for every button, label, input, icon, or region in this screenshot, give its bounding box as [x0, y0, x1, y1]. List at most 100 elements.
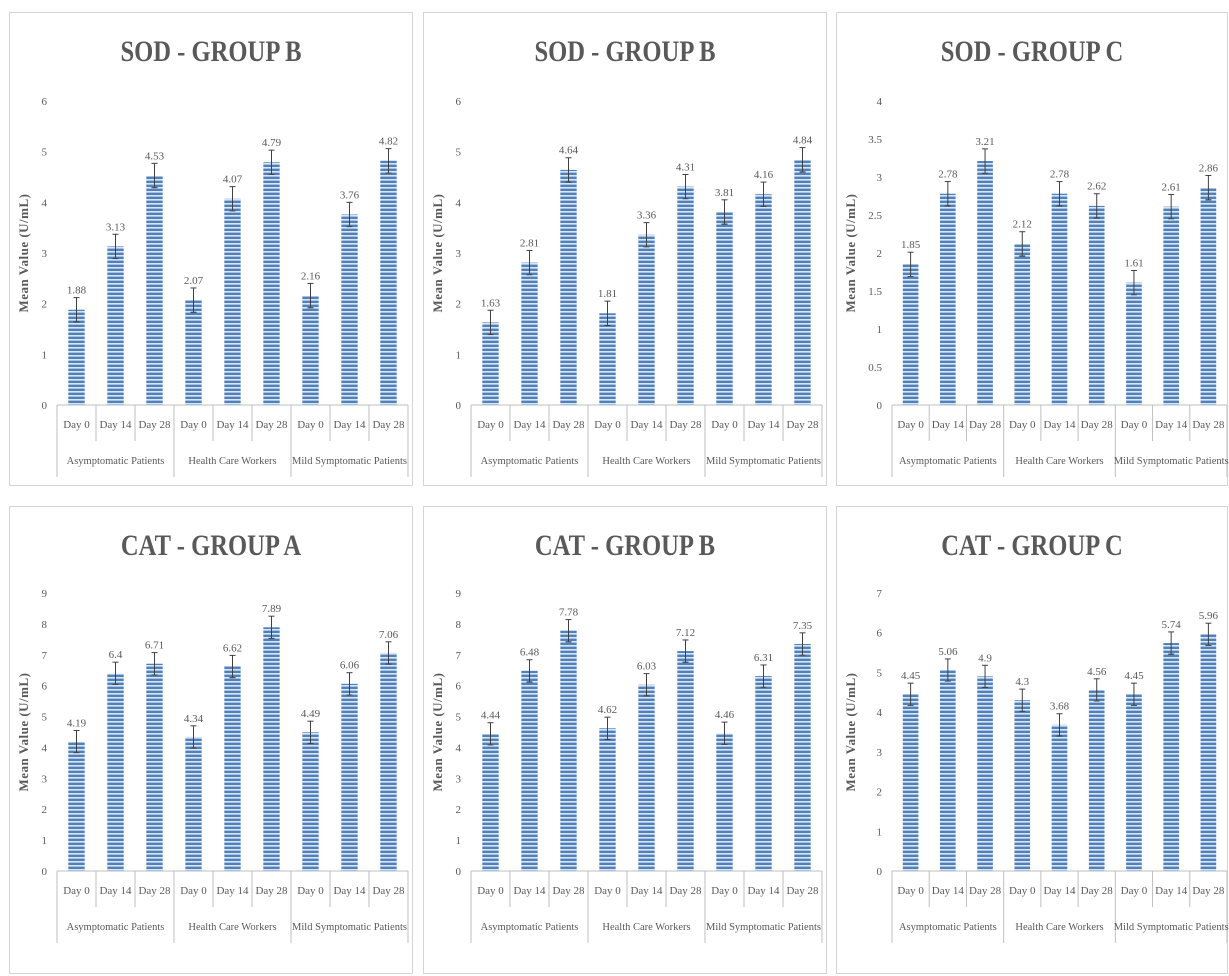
- x-tick-label: Day 0: [1009, 885, 1036, 897]
- bar: [716, 211, 733, 405]
- bar: [341, 683, 358, 871]
- group-label: Health Care Workers: [188, 922, 276, 933]
- x-tick-label: Day 14: [333, 885, 366, 897]
- data-label: 4.56: [1087, 666, 1107, 678]
- data-label: 4.45: [1124, 670, 1144, 682]
- x-tick-label: Day 28: [1081, 885, 1114, 897]
- data-label: 3.68: [1050, 701, 1070, 713]
- y-tick-label: 0: [877, 866, 883, 878]
- x-tick-label: Day 14: [216, 885, 249, 897]
- data-label: 5.06: [938, 646, 958, 658]
- y-tick-label: 9: [42, 588, 48, 600]
- y-tick-label: 5: [877, 667, 883, 679]
- data-label: 3.76: [340, 189, 360, 201]
- data-label: 6.03: [637, 661, 657, 673]
- chart-panel-sod-group-b-2: 0 1 2 3 4 5 6 1.63 Day 0 2.81 Day 14 4.64 Day 28 1.81…: [423, 12, 827, 486]
- y-tick-label: 0: [42, 866, 48, 878]
- x-tick-label: Day 28: [552, 419, 585, 431]
- data-label: 4.19: [67, 717, 87, 729]
- data-label: 4.49: [301, 708, 321, 720]
- data-label: 4.82: [379, 136, 398, 148]
- data-label: 4.3: [1015, 676, 1029, 688]
- group-label: Mild Symptomatic Patients: [292, 456, 407, 467]
- data-label: 2.07: [184, 275, 204, 287]
- x-tick-label: Day 0: [477, 419, 504, 431]
- bar: [68, 309, 85, 405]
- bar: [302, 732, 319, 871]
- x-tick-label: Day 28: [969, 419, 1002, 431]
- data-label: 2.78: [1050, 169, 1070, 181]
- x-tick-label: Day 28: [669, 885, 702, 897]
- y-tick-label: 3: [42, 248, 48, 260]
- y-tick-label: 1: [456, 349, 462, 361]
- chart-title: CAT - GROUP C: [941, 529, 1123, 562]
- x-tick-label: Day 0: [1121, 419, 1148, 431]
- bar: [560, 169, 577, 405]
- data-label: 2.61: [1162, 181, 1181, 193]
- y-tick-label: 8: [42, 619, 48, 631]
- chart-title: CAT - GROUP A: [120, 529, 302, 562]
- bar: [940, 193, 956, 405]
- x-tick-label: Day 14: [747, 885, 780, 897]
- x-tick-label: Day 28: [786, 885, 819, 897]
- bar: [1126, 282, 1142, 405]
- chart-title: SOD - GROUP B: [534, 35, 716, 68]
- data-label: 6.48: [520, 647, 540, 659]
- bar: [521, 670, 538, 871]
- y-tick-label: 3: [42, 773, 48, 785]
- bar: [1014, 243, 1031, 405]
- y-tick-label: 0: [877, 400, 883, 412]
- x-tick-label: Day 0: [897, 885, 924, 897]
- x-tick-label: Day 14: [99, 885, 132, 897]
- chart-panel-sod-group-c: 0 0.5 1 1.5 2 2.5 3 3.5 4 1.85 Day 0 2.78 Day 14 3.21…: [836, 12, 1229, 486]
- bar: [302, 295, 319, 405]
- group-label: Mild Symptomatic Patients: [1114, 456, 1229, 467]
- bar: [1088, 205, 1105, 405]
- y-axis-title: Mean Value (U/mL): [430, 672, 445, 792]
- group-label: Asymptomatic Patients: [67, 456, 165, 467]
- chart-svg: 0 1 2 3 4 5 6 1.88 Day 0 3.13 Day 14 4.53 Day 28 2.07…: [42, 96, 409, 477]
- chart-title: CAT - GROUP B: [534, 529, 716, 562]
- data-label: 4.07: [223, 174, 243, 186]
- bar: [599, 728, 616, 871]
- data-label: 6.71: [145, 640, 164, 652]
- data-label: 6.31: [754, 652, 773, 664]
- chart-svg: 0 1 2 3 4 5 6 7 8 9 4.19 Day 0 6.4 Day 14 6.71 Day 28 4.…: [42, 588, 409, 943]
- y-tick-label: 1.5: [868, 286, 882, 298]
- y-tick-label: 6: [456, 96, 462, 108]
- x-tick-label: Day 14: [513, 885, 546, 897]
- bar: [902, 694, 919, 871]
- x-tick-label: Day 28: [552, 885, 585, 897]
- y-tick-label: 6: [877, 628, 883, 640]
- bar: [263, 627, 280, 871]
- bar: [107, 246, 124, 405]
- chart-panel-cat-group-a: 0 1 2 3 4 5 6 7 8 9 4.19 Day 0 6.4 Day 14 6.71 Day 28 4.…: [9, 506, 413, 974]
- y-tick-label: 1: [877, 324, 883, 336]
- x-tick-label: Day 28: [786, 419, 819, 431]
- bar: [185, 300, 202, 405]
- data-label: 3.13: [106, 221, 126, 233]
- data-label: 7.35: [793, 620, 813, 632]
- y-axis-title: Mean Value (U/mL): [16, 672, 31, 792]
- bar: [146, 663, 163, 871]
- y-axis-title: Mean Value (U/mL): [16, 193, 31, 313]
- x-tick-label: Day 0: [297, 885, 324, 897]
- bar: [638, 234, 655, 405]
- y-tick-label: 5: [42, 147, 48, 159]
- data-label: 2.16: [301, 270, 321, 282]
- chart-svg: 0 1 2 3 4 5 6 7 8 9 4.44 Day 0 6.48 Day 14 7.78 Day 28 4…: [456, 588, 823, 943]
- data-label: 1.81: [598, 288, 617, 300]
- data-label: 1.88: [67, 285, 87, 297]
- bar: [224, 666, 241, 871]
- y-tick-label: 8: [456, 619, 462, 631]
- x-tick-label: Day 14: [1043, 885, 1076, 897]
- y-axis-title: Mean Value (U/mL): [843, 193, 858, 313]
- bar: [482, 322, 499, 405]
- x-tick-label: Day 0: [1009, 419, 1036, 431]
- chart-title: SOD - GROUP C: [940, 35, 1124, 68]
- x-tick-label: Day 14: [513, 419, 546, 431]
- chart-svg: 0 0.5 1 1.5 2 2.5 3 3.5 4 1.85 Day 0 2.78 Day 14 3.21…: [868, 96, 1229, 477]
- y-tick-label: 4: [42, 742, 48, 754]
- y-tick-label: 4: [456, 197, 462, 209]
- bar: [1163, 206, 1179, 405]
